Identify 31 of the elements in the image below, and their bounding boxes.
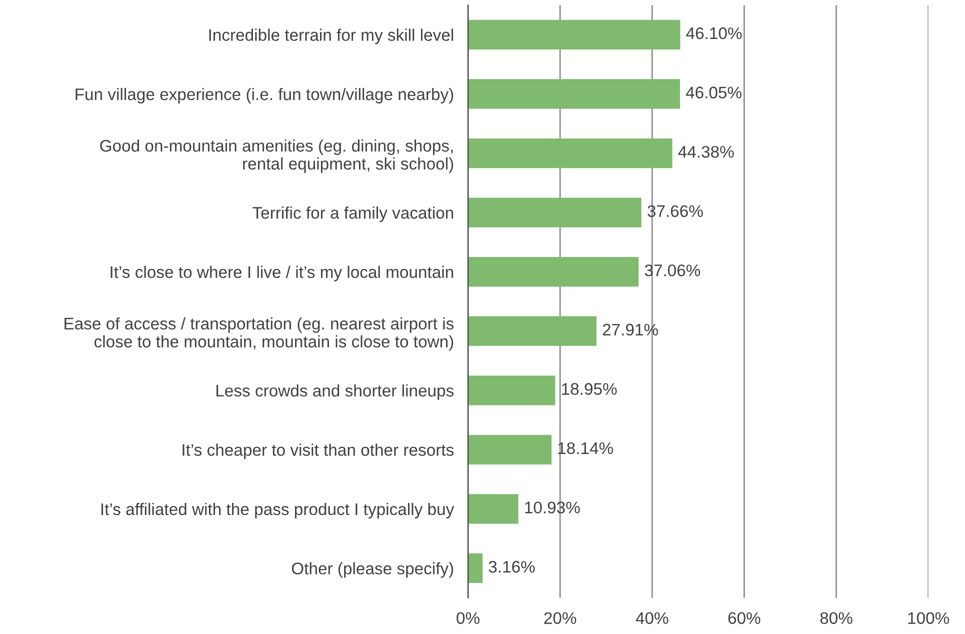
bar [468,20,680,50]
data-label: 3.16% [488,560,535,573]
bar [468,316,596,346]
bar [468,376,556,406]
y-tick-label: Incredible terrain for my skill level [209,28,454,44]
bar [468,138,672,168]
x-tick-label: 0% [456,612,480,624]
bar [468,434,552,464]
y-tick-label: Other (please specify) [292,562,454,578]
y-tick-label: Good on-mountain amenities (eg. dining, shops, rental equipment, ski school) [100,139,454,173]
bar [468,198,642,228]
y-tick-label: Terrific for a family vacation [252,206,454,222]
data-label: 46.05% [686,86,742,98]
y-tick-label: It’s affiliated with the pass product I typically buy [101,502,454,518]
x-tick-label: 20% [544,612,576,624]
data-label: 18.95% [562,383,617,395]
data-label: 46.10% [686,27,742,40]
bar [468,494,518,524]
y-tick-label: Less crowds and shorter lineups [216,384,454,400]
y-tick-label: It’s close to where I live / it’s my local mountain [110,266,454,282]
x-tick-label: 80% [820,612,852,624]
x-tick-label: 60% [728,612,760,624]
bar [468,79,680,109]
bar [468,257,639,287]
y-tick-label: Ease of access / transportation (eg. nearest airport is close to the mountain, mountain is close to town) [64,317,454,351]
y-tick-label: It’s cheaper to visit than other resorts [182,444,454,460]
x-tick-label: 40% [636,612,668,624]
bar [468,553,483,584]
x-tick-label: 100% [908,612,950,624]
data-label: 44.38% [678,146,734,158]
y-tick-label: Fun village experience (i.e. fun town/village nearby) [76,88,454,104]
